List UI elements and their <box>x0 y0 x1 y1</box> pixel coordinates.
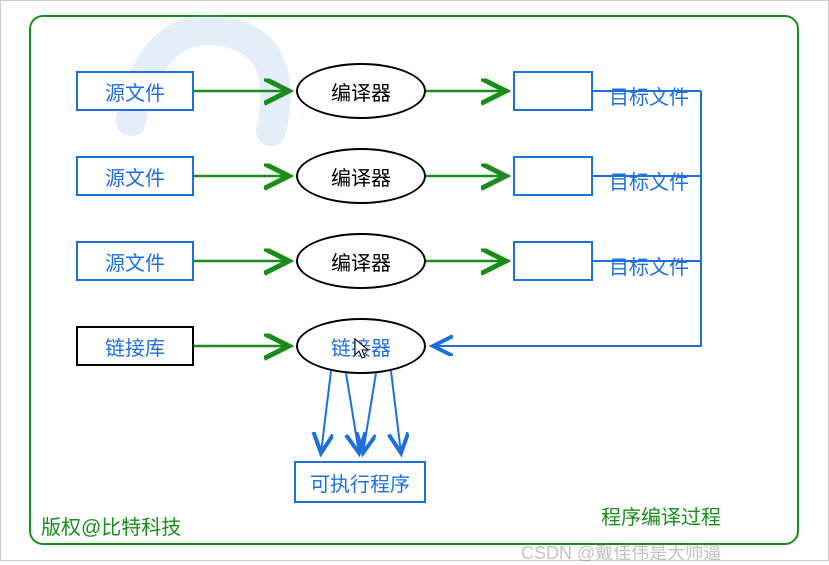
copyright-text: 版权@比特科技 <box>41 511 181 540</box>
node-executable: 可执行程序 <box>294 461 426 503</box>
node-source-2: 源文件 <box>76 156 194 196</box>
node-compiler-3: 编译器 <box>296 233 426 289</box>
diagram-canvas: 源文件 源文件 源文件 链接库 编译器 编译器 编译器 链接器 可执行程序 目标… <box>0 0 829 561</box>
node-label: 编译器 <box>331 162 391 191</box>
node-source-1: 源文件 <box>76 71 194 111</box>
node-object-2 <box>513 156 593 196</box>
node-linker: 链接器 <box>296 318 426 374</box>
node-label: 源文件 <box>105 162 165 191</box>
node-label: 源文件 <box>105 247 165 276</box>
label-object-3: 目标文件 <box>609 251 689 280</box>
node-label: 编译器 <box>331 77 391 106</box>
node-label: 可执行程序 <box>310 468 410 497</box>
title-text: 程序编译过程 <box>601 501 721 530</box>
node-source-3: 源文件 <box>76 241 194 281</box>
node-compiler-1: 编译器 <box>296 63 426 119</box>
node-compiler-2: 编译器 <box>296 148 426 204</box>
node-library: 链接库 <box>76 326 194 366</box>
label-object-2: 目标文件 <box>609 166 689 195</box>
node-label: 源文件 <box>105 77 165 106</box>
node-label: 链接库 <box>105 332 165 361</box>
node-object-3 <box>513 241 593 281</box>
node-object-1 <box>513 71 593 111</box>
node-label: 编译器 <box>331 247 391 276</box>
node-label: 链接器 <box>331 332 391 361</box>
label-object-1: 目标文件 <box>609 81 689 110</box>
